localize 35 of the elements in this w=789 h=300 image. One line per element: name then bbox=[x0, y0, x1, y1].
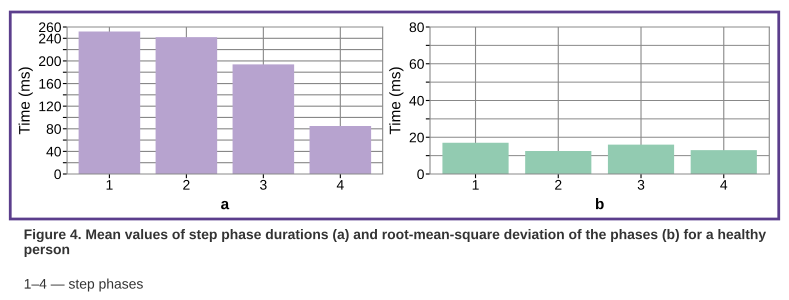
y-tick-label: 260 bbox=[39, 22, 61, 32]
y-tick-label: 0 bbox=[417, 169, 424, 180]
x-tick-label: 1 bbox=[106, 180, 113, 190]
bar bbox=[525, 151, 592, 174]
bar bbox=[690, 150, 757, 174]
text: 1–4 — step phases bbox=[24, 278, 143, 292]
bar bbox=[442, 142, 509, 174]
y-tick-label: 20 bbox=[410, 132, 424, 142]
bar bbox=[608, 144, 674, 174]
x-tick-label: 4 bbox=[720, 180, 728, 190]
y-tick-label: 240 bbox=[39, 34, 61, 44]
caption: Figure 4. Mean values of step phase durations (a) and root-mean-square deviation of the phases (b) for a healthy person bbox=[24, 229, 766, 257]
x-tick-label: 2 bbox=[555, 180, 562, 190]
x-axis-title: a bbox=[221, 200, 230, 210]
y-tick-label: 160 bbox=[39, 78, 61, 89]
bar bbox=[78, 32, 140, 174]
y-tick-label: 60 bbox=[410, 59, 424, 69]
y-tick-label: 120 bbox=[39, 101, 61, 112]
x-tick-label: 4 bbox=[336, 180, 344, 190]
bar bbox=[310, 126, 372, 174]
y-tick-label: 80 bbox=[410, 22, 424, 32]
y-axis-title: Time (ms) bbox=[389, 67, 404, 134]
bar bbox=[232, 64, 294, 174]
y-tick-label: 200 bbox=[39, 56, 61, 66]
y-axis-title: Time (ms) bbox=[18, 67, 33, 134]
x-axis-title: b bbox=[596, 198, 604, 210]
x-tick-label: 3 bbox=[638, 180, 644, 190]
bar bbox=[156, 37, 218, 174]
x-tick-label: 3 bbox=[260, 180, 267, 190]
y-tick-label: 80 bbox=[46, 124, 61, 134]
y-tick-label: 0 bbox=[54, 169, 61, 180]
x-tick-label: 2 bbox=[183, 180, 190, 190]
y-tick-label: 40 bbox=[46, 146, 61, 157]
y-tick-label: 40 bbox=[409, 96, 424, 106]
x-tick-label: 1 bbox=[472, 180, 479, 190]
